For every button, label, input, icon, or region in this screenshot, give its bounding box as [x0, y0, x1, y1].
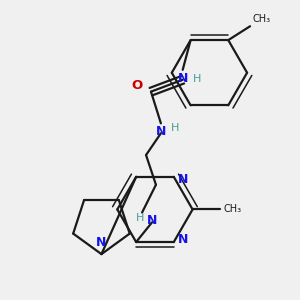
Text: CH₃: CH₃ — [223, 204, 242, 214]
Text: N: N — [178, 72, 188, 85]
Text: H: H — [171, 123, 179, 133]
Text: CH₃: CH₃ — [252, 14, 270, 24]
Text: N: N — [178, 173, 188, 186]
Text: N: N — [156, 125, 166, 138]
Text: N: N — [178, 232, 188, 246]
Text: N: N — [147, 214, 157, 227]
Text: N: N — [96, 236, 106, 249]
Text: H: H — [136, 214, 144, 224]
Text: O: O — [131, 79, 143, 92]
Text: H: H — [192, 74, 201, 84]
